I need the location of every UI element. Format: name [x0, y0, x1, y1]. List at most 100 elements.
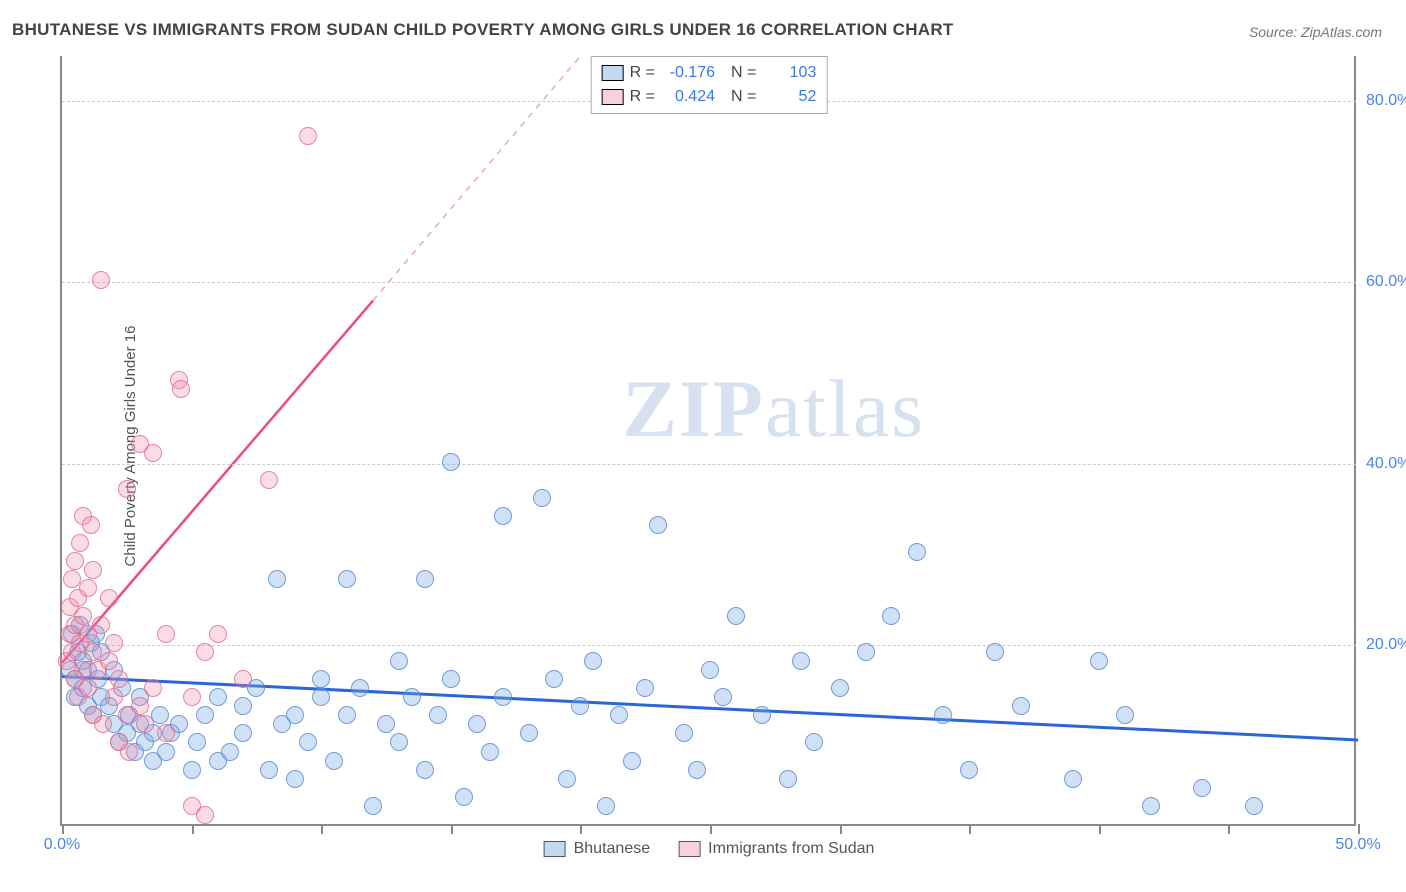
chart-title: BHUTANESE VS IMMIGRANTS FROM SUDAN CHILD… — [12, 20, 954, 40]
point-bhutanese — [533, 489, 551, 507]
point-sudan — [144, 444, 162, 462]
point-bhutanese — [753, 706, 771, 724]
point-bhutanese — [338, 570, 356, 588]
point-bhutanese — [857, 643, 875, 661]
point-sudan — [157, 724, 175, 742]
point-bhutanese — [364, 797, 382, 815]
point-bhutanese — [234, 724, 252, 742]
point-bhutanese — [442, 453, 460, 471]
y-tick-label: 60.0% — [1366, 273, 1406, 291]
point-bhutanese — [221, 743, 239, 761]
point-bhutanese — [286, 770, 304, 788]
scatter-plot-area: ZIPatlas R = -0.176 N = 103 R = 0.424 N … — [60, 56, 1356, 826]
r-value: -0.176 — [661, 64, 715, 82]
point-bhutanese — [468, 715, 486, 733]
point-bhutanese — [268, 570, 286, 588]
gridline — [62, 464, 1356, 465]
point-bhutanese — [545, 670, 563, 688]
point-bhutanese — [792, 652, 810, 670]
point-sudan — [144, 679, 162, 697]
point-bhutanese — [403, 688, 421, 706]
point-bhutanese — [481, 743, 499, 761]
n-value: 103 — [762, 64, 816, 82]
point-bhutanese — [1142, 797, 1160, 815]
point-bhutanese — [455, 788, 473, 806]
point-bhutanese — [234, 697, 252, 715]
point-bhutanese — [416, 570, 434, 588]
point-bhutanese — [183, 761, 201, 779]
x-tick — [1358, 824, 1360, 834]
x-tick — [321, 824, 323, 834]
point-bhutanese — [260, 761, 278, 779]
point-sudan — [66, 552, 84, 570]
point-bhutanese — [636, 679, 654, 697]
point-bhutanese — [429, 706, 447, 724]
x-tick — [62, 824, 64, 834]
r-label: R = — [630, 88, 655, 106]
point-bhutanese — [196, 706, 214, 724]
point-bhutanese — [494, 688, 512, 706]
legend-label: Bhutanese — [574, 840, 651, 858]
point-bhutanese — [377, 715, 395, 733]
point-sudan — [92, 616, 110, 634]
point-sudan — [94, 715, 112, 733]
point-bhutanese — [151, 706, 169, 724]
n-label: N = — [731, 88, 756, 106]
point-bhutanese — [727, 607, 745, 625]
point-bhutanese — [986, 643, 1004, 661]
point-bhutanese — [325, 752, 343, 770]
point-sudan — [172, 380, 190, 398]
legend-row-sudan: R = 0.424 N = 52 — [602, 85, 817, 109]
y-tick-label: 80.0% — [1366, 92, 1406, 110]
y-tick-label: 20.0% — [1366, 636, 1406, 654]
point-bhutanese — [494, 507, 512, 525]
point-bhutanese — [442, 670, 460, 688]
point-sudan — [100, 652, 118, 670]
point-bhutanese — [610, 706, 628, 724]
legend-row-bhutanese: R = -0.176 N = 103 — [602, 61, 817, 85]
point-bhutanese — [1064, 770, 1082, 788]
point-bhutanese — [351, 679, 369, 697]
point-bhutanese — [157, 743, 175, 761]
point-bhutanese — [934, 706, 952, 724]
point-bhutanese — [960, 761, 978, 779]
point-sudan — [196, 806, 214, 824]
point-sudan — [183, 688, 201, 706]
legend-item-bhutanese: Bhutanese — [544, 840, 651, 858]
point-sudan — [157, 625, 175, 643]
point-sudan — [84, 561, 102, 579]
point-bhutanese — [209, 688, 227, 706]
legend-swatch-pink — [602, 89, 624, 105]
point-sudan — [105, 634, 123, 652]
legend-swatch-pink — [678, 841, 700, 857]
point-bhutanese — [1245, 797, 1263, 815]
x-tick-label: 50.0% — [1335, 836, 1380, 854]
point-bhutanese — [520, 724, 538, 742]
x-tick — [1099, 824, 1101, 834]
point-sudan — [71, 534, 89, 552]
point-sudan — [118, 480, 136, 498]
point-bhutanese — [701, 661, 719, 679]
point-sudan — [105, 688, 123, 706]
point-bhutanese — [584, 652, 602, 670]
point-bhutanese — [188, 733, 206, 751]
point-sudan — [79, 579, 97, 597]
point-bhutanese — [1193, 779, 1211, 797]
point-sudan — [110, 670, 128, 688]
source-attribution: Source: ZipAtlas.com — [1249, 24, 1382, 40]
point-sudan — [131, 697, 149, 715]
point-sudan — [209, 625, 227, 643]
x-tick — [1228, 824, 1230, 834]
regression-line-sudan — [62, 301, 373, 663]
point-sudan — [196, 643, 214, 661]
regression-line-sudan-extrapolated — [373, 56, 580, 301]
x-tick — [710, 824, 712, 834]
point-sudan — [100, 589, 118, 607]
point-sudan — [79, 679, 97, 697]
r-value: 0.424 — [661, 88, 715, 106]
point-bhutanese — [908, 543, 926, 561]
point-sudan — [234, 670, 252, 688]
point-bhutanese — [390, 652, 408, 670]
point-bhutanese — [558, 770, 576, 788]
x-tick — [969, 824, 971, 834]
